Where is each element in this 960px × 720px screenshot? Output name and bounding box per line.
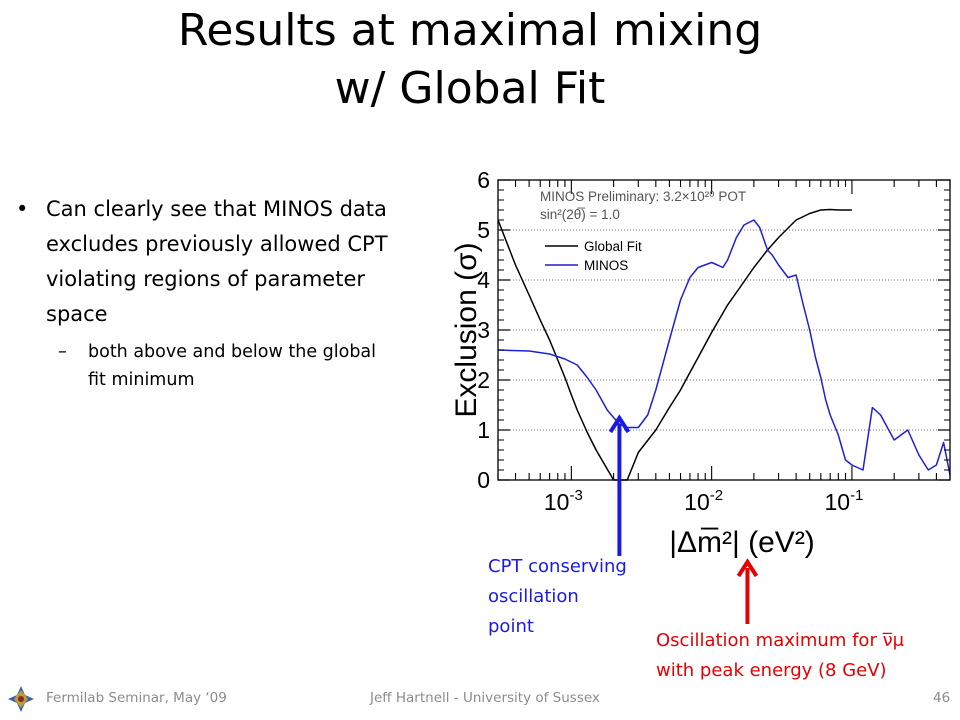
arrow-layer [608, 414, 759, 624]
cpt-annotation-line: oscillation [488, 586, 579, 607]
y-tick-label: 6 [477, 167, 490, 193]
y-tick-label: 4 [477, 267, 490, 293]
tick-layer [497, 179, 951, 481]
bullet-text: Can clearly see that MINOS data excludes… [46, 197, 388, 326]
sub-bullet-item: – both above and below the global fit mi… [16, 338, 396, 394]
footer-center: Jeff Hartnell - University of Sussex [370, 690, 600, 706]
dash-icon: – [58, 342, 67, 362]
sub-bullet-text: both above and below the global fit mini… [88, 342, 377, 390]
title-line-1: Results at maximal mixing [177, 5, 763, 56]
legend-label: MINOS [584, 258, 628, 273]
annotation-arrow-head [736, 558, 759, 578]
grid-layer [498, 229, 950, 431]
chart-annotation: sin²(2θ̅) = 1.0 [540, 207, 620, 222]
series-line-minos [497, 219, 951, 476]
sussex-logo-icon [8, 686, 34, 712]
series-layer [497, 208, 951, 481]
legend-layer: MINOS Preliminary: 3.2×10²⁰ POT sin²(2θ̅)… [540, 189, 746, 273]
cpt-annotation-line: CPT conserving [488, 556, 627, 577]
slide-title: Results at maximal mixing w/ Global Fit [80, 2, 860, 118]
footer-left: Fermilab Seminar, May ‘09 [46, 690, 227, 706]
title-line-2: w/ Global Fit [334, 63, 606, 114]
x-tick-label: 10-3 [544, 487, 583, 515]
y-tick-label: 2 [477, 367, 490, 393]
oscillation-annotation-line: Oscillation maximum for ν̅μ [656, 630, 905, 651]
bullet-list: • Can clearly see that MINOS data exclud… [16, 192, 396, 394]
bullet-dot-icon: • [16, 197, 29, 221]
cpt-annotation: CPT conserving oscillation point [488, 552, 658, 642]
x-axis-label: |Δm̅²| (eV²) [669, 526, 815, 559]
series-line-global-fit [497, 208, 852, 481]
annotation-arrow-head [608, 414, 631, 434]
y-tick-label: 0 [477, 467, 490, 493]
chart-annotation: MINOS Preliminary: 3.2×10²⁰ POT [540, 189, 746, 204]
bullet-item: • Can clearly see that MINOS data exclud… [16, 192, 396, 332]
y-axis-label: Exclusion (σ) [450, 242, 483, 417]
oscillation-annotation-line: with peak energy (8 GeV) [656, 660, 887, 681]
y-tick-label: 1 [477, 417, 490, 443]
x-tick-label: 10-1 [824, 487, 863, 515]
oscillation-annotation: Oscillation maximum for ν̅μ with peak en… [656, 626, 904, 686]
label-layer: 0 1 2 3 4 5 6 10-3 10-2 10-1 Exclusion (σ) |Δm̅²| (… [450, 167, 863, 559]
x-tick-label: 10-2 [684, 487, 723, 515]
legend-label: Global Fit [584, 239, 642, 254]
footer-page-number: 46 [933, 690, 951, 706]
y-tick-label: 3 [477, 317, 490, 343]
y-tick-label: 5 [477, 217, 490, 243]
cpt-annotation-line: point [488, 616, 534, 637]
